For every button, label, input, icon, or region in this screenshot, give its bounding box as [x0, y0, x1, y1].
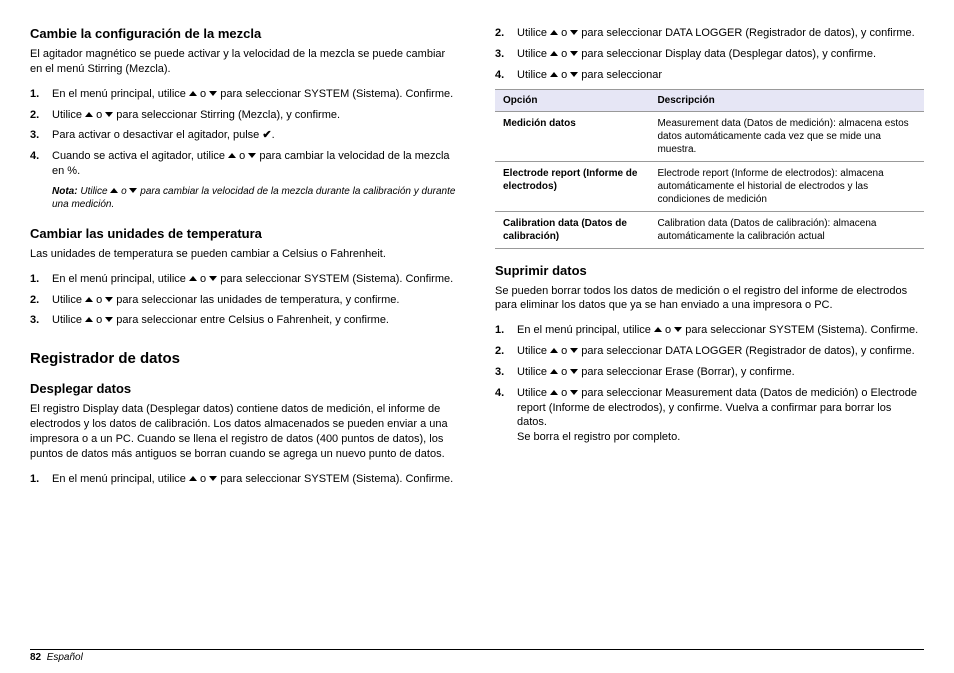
note-mix: Nota: Utilice o para cambiar la velocida…	[30, 185, 459, 212]
list-item: Utilice o para seleccionar Display data …	[495, 47, 924, 62]
table-row: Calibration data (Datos de calibración) …	[495, 211, 924, 248]
up-arrow-icon	[85, 317, 93, 322]
heading-mix: Cambie la configuración de la mezcla	[30, 26, 459, 41]
up-arrow-icon	[189, 276, 197, 281]
check-icon: ✔	[262, 128, 271, 143]
heading-display: Desplegar datos	[30, 381, 459, 396]
cell-label: Electrode report (Informe de electrodos)	[495, 161, 649, 211]
up-arrow-icon	[654, 327, 662, 332]
col-header: Opción	[495, 89, 649, 111]
temp-steps: En el menú principal, utilice o para sel…	[30, 272, 459, 329]
heading-temp: Cambiar las unidades de temperatura	[30, 226, 459, 241]
para-display: El registro Display data (Desplegar dato…	[30, 402, 459, 461]
page-language: Español	[47, 652, 83, 663]
list-item: Utilice o para seleccionar Stirring (Mez…	[30, 108, 459, 123]
display-steps: En el menú principal, utilice o para sel…	[30, 472, 459, 487]
heading-delete: Suprimir datos	[495, 263, 924, 278]
down-arrow-icon	[674, 327, 682, 332]
options-table: Opción Descripción Medición datos Measur…	[495, 89, 924, 249]
col-header: Descripción	[649, 89, 924, 111]
cell-label: Medición datos	[495, 111, 649, 161]
para-mix: El agitador magnético se puede activar y…	[30, 47, 459, 77]
cell-label: Calibration data (Datos de calibración)	[495, 211, 649, 248]
table-row: Medición datos Measurement data (Datos d…	[495, 111, 924, 161]
list-item: Utilice o para seleccionar las unidades …	[30, 293, 459, 308]
list-item: Utilice o para seleccionar DATA LOGGER (…	[495, 26, 924, 41]
page-number: 82	[30, 652, 41, 663]
cell-desc: Measurement data (Datos de medición): al…	[649, 111, 924, 161]
mix-steps: En el menú principal, utilice o para sel…	[30, 87, 459, 179]
down-arrow-icon	[209, 476, 217, 481]
up-arrow-icon	[85, 112, 93, 117]
page-footer: 82 Español	[30, 649, 924, 663]
up-arrow-icon	[85, 297, 93, 302]
table-header-row: Opción Descripción	[495, 89, 924, 111]
para-delete: Se pueden borrar todos los datos de medi…	[495, 284, 924, 314]
list-item: Utilice o para seleccionar Measurement d…	[495, 386, 924, 445]
delete-steps: En el menú principal, utilice o para sel…	[495, 323, 924, 445]
up-arrow-icon	[189, 476, 197, 481]
left-column: Cambie la configuración de la mezcla El …	[30, 26, 459, 628]
up-arrow-icon	[550, 348, 558, 353]
table-row: Electrode report (Informe de electrodos)…	[495, 161, 924, 211]
cell-desc: Calibration data (Datos de calibración):…	[649, 211, 924, 248]
up-arrow-icon	[550, 51, 558, 56]
down-arrow-icon	[209, 91, 217, 96]
para-temp: Las unidades de temperatura se pueden ca…	[30, 247, 459, 262]
list-item: Utilice o para seleccionar entre Celsius…	[30, 313, 459, 328]
up-arrow-icon	[550, 30, 558, 35]
up-arrow-icon	[550, 390, 558, 395]
display-steps-cont: Utilice o para seleccionar DATA LOGGER (…	[495, 26, 924, 83]
heading-logger: Registrador de datos	[30, 350, 459, 367]
list-item: En el menú principal, utilice o para sel…	[30, 87, 459, 102]
list-item: Utilice o para seleccionar	[495, 68, 924, 83]
up-arrow-icon	[550, 72, 558, 77]
list-item: Utilice o para seleccionar Erase (Borrar…	[495, 365, 924, 380]
up-arrow-icon	[189, 91, 197, 96]
down-arrow-icon	[209, 276, 217, 281]
list-item: Para activar o desactivar el agitador, p…	[30, 128, 459, 143]
list-item: En el menú principal, utilice o para sel…	[30, 272, 459, 287]
page-columns: Cambie la configuración de la mezcla El …	[30, 26, 924, 628]
cell-desc: Electrode report (Informe de electrodos)…	[649, 161, 924, 211]
right-column: Utilice o para seleccionar DATA LOGGER (…	[495, 26, 924, 628]
list-item: Cuando se activa el agitador, utilice o …	[30, 149, 459, 179]
up-arrow-icon	[228, 153, 236, 158]
list-item: Utilice o para seleccionar DATA LOGGER (…	[495, 344, 924, 359]
up-arrow-icon	[550, 369, 558, 374]
list-item: En el menú principal, utilice o para sel…	[495, 323, 924, 338]
list-item: En el menú principal, utilice o para sel…	[30, 472, 459, 487]
